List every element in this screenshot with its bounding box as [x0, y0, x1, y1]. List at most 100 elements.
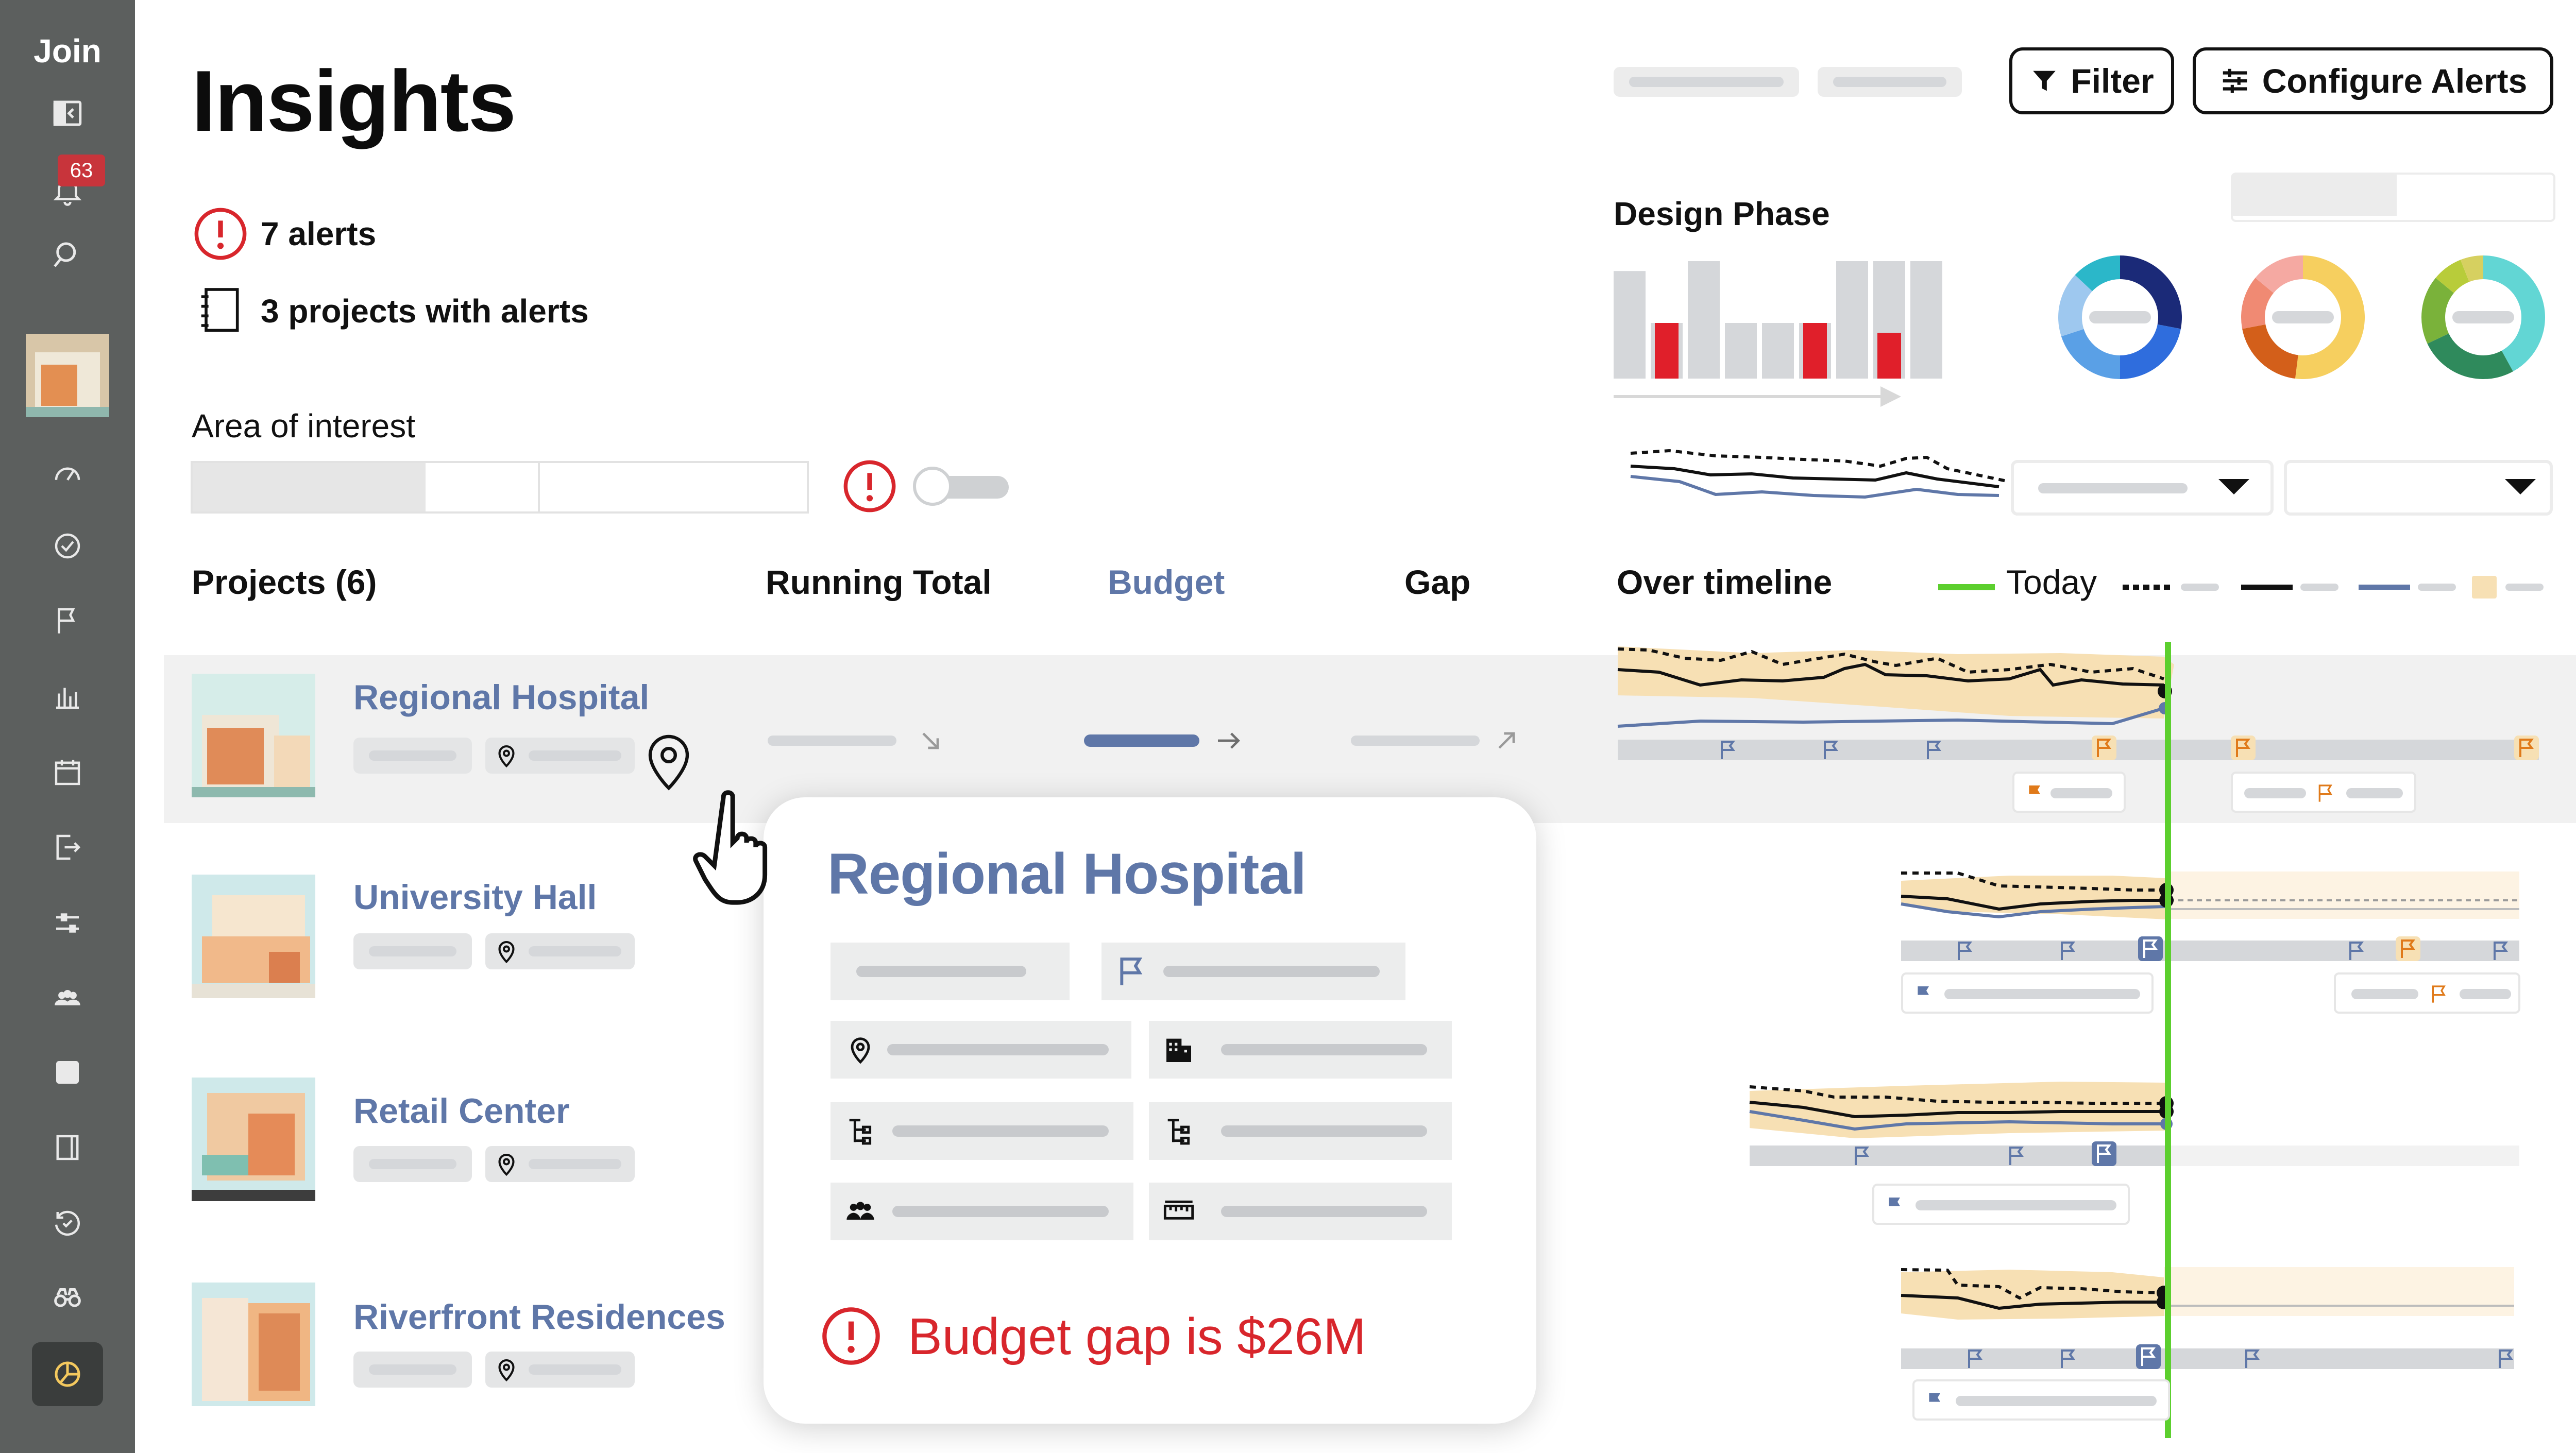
design-phase-bar: [1836, 261, 1868, 379]
milestone-chip[interactable]: [1872, 1184, 2130, 1225]
running-total-column-header[interactable]: Running Total: [766, 563, 992, 601]
project-name-link[interactable]: Regional Hospital: [353, 678, 650, 717]
notification-badge: 63: [58, 155, 105, 186]
alert-toggle[interactable]: [913, 467, 1009, 506]
project-name-link[interactable]: Riverfront Residences: [353, 1297, 725, 1337]
insights-pie-icon: [42, 1348, 93, 1400]
milestone-flag-icon[interactable]: [1963, 1346, 1988, 1371]
popup-field: [1149, 1102, 1452, 1160]
popup-field: [1149, 1183, 1452, 1240]
design-phase-bar-highlight: [1803, 323, 1827, 379]
popup-title: Regional Hospital: [827, 842, 1307, 906]
trend-up-icon: [1498, 732, 1515, 749]
milestone-flag-icon[interactable]: [1922, 738, 1946, 762]
milestone-chip[interactable]: [1912, 1379, 2170, 1421]
milestone-flag-icon[interactable]: [2056, 938, 2080, 963]
popup-field: [831, 1021, 1131, 1079]
project-meta-chip: [353, 933, 472, 969]
gauge-icon[interactable]: [42, 447, 93, 499]
milestone-flag-icon[interactable]: [2494, 1346, 2518, 1371]
summary-trend-dashed: [1630, 449, 2010, 483]
bar-chart-axis-arrow: [1880, 386, 1901, 407]
milestone-chip[interactable]: [2231, 772, 2416, 813]
filter-button[interactable]: Filter: [2009, 47, 2174, 114]
project-meta-chip: [353, 738, 472, 774]
calendar-icon[interactable]: [42, 747, 93, 798]
square-icon[interactable]: [42, 1047, 93, 1098]
running-total-value: [768, 736, 896, 746]
area-segment-selected[interactable]: [193, 463, 426, 511]
gap-column-header[interactable]: Gap: [1404, 563, 1471, 601]
donut-chart-orange-slice: [2295, 255, 2365, 380]
milestone-chip[interactable]: [2334, 972, 2520, 1014]
search-icon[interactable]: [42, 229, 93, 281]
milestone-flag-icon[interactable]: [1716, 738, 1740, 762]
flag-icon: [1918, 986, 1929, 1003]
area-of-interest-segments[interactable]: [191, 461, 809, 514]
sliders-icon[interactable]: [42, 897, 93, 949]
milestone-flag-icon[interactable]: [2136, 1344, 2161, 1369]
milestone-flag-icon[interactable]: [1953, 938, 1977, 963]
insights-nav-item[interactable]: [32, 1342, 103, 1406]
project-thumbnail: [192, 1078, 315, 1201]
milestone-flag-icon[interactable]: [2488, 938, 2513, 963]
budget-column-header[interactable]: Budget: [1108, 563, 1225, 601]
project-meta-chip: [353, 1146, 472, 1182]
timeline-university-hall: [1901, 871, 2519, 961]
projects-column-header[interactable]: Projects (6): [192, 563, 377, 601]
notebook-icon: [201, 288, 239, 332]
location-pin-icon[interactable]: [644, 732, 693, 792]
milestone-flag-icon[interactable]: [2092, 736, 2116, 760]
sliders-icon: [2223, 69, 2247, 93]
export-icon[interactable]: [42, 822, 93, 873]
popup-field: [831, 1183, 1133, 1240]
configure-alerts-button[interactable]: Configure Alerts: [2193, 47, 2553, 114]
design-phase-bar-highlight: [1877, 333, 1901, 379]
milestone-flag-icon[interactable]: [2240, 1346, 2265, 1371]
design-phase-title: Design Phase: [1614, 195, 1830, 232]
milestone-flag-icon[interactable]: [1850, 1143, 1874, 1168]
milestone-flag-icon[interactable]: [2514, 736, 2539, 760]
flag-icon[interactable]: [42, 595, 93, 646]
history-check-icon[interactable]: [42, 1198, 93, 1249]
project-location-chip: [485, 933, 635, 969]
donut-chart-green-slice: [2421, 278, 2454, 344]
milestone-flag-icon[interactable]: [2396, 936, 2420, 961]
donut-label-placeholder: [2452, 311, 2514, 323]
project-location-chip: [485, 738, 635, 774]
legend-band-swatch: [2472, 576, 2497, 599]
project-thumbnail[interactable]: [26, 334, 109, 417]
milestone-flag-icon[interactable]: [2004, 1143, 2029, 1168]
milestone-flag-icon[interactable]: [2138, 936, 2163, 961]
popup-field: [1149, 1021, 1452, 1079]
donut-chart-green-slice: [2435, 260, 2469, 293]
milestone-flag-icon[interactable]: [2092, 1141, 2116, 1166]
milestone-flag-icon[interactable]: [1819, 738, 1843, 762]
flag-icon: [1889, 1198, 1900, 1214]
milestone-flag-icon[interactable]: [2231, 736, 2256, 760]
design-phase-selector[interactable]: [2231, 173, 2555, 222]
donut-charts: [2058, 255, 2546, 380]
milestone-flag-icon[interactable]: [2344, 938, 2369, 963]
ruler-icon: [1163, 1200, 1194, 1220]
notebook-icon[interactable]: [42, 1122, 93, 1173]
check-circle-icon[interactable]: [42, 520, 93, 572]
project-detail-popup: Regional Hospital Budget gap is $26M: [764, 797, 1536, 1424]
bar-chart-icon[interactable]: [42, 671, 93, 722]
binoculars-icon[interactable]: [42, 1272, 93, 1324]
project-name-link[interactable]: Retail Center: [353, 1091, 570, 1131]
popup-field: [831, 943, 1070, 1000]
milestone-chip[interactable]: [1901, 972, 2154, 1014]
milestone-flag-icon[interactable]: [2056, 1346, 2080, 1371]
team-icon[interactable]: [42, 972, 93, 1024]
donut-chart-blue-slice: [2120, 255, 2182, 329]
project-name-link[interactable]: University Hall: [353, 878, 597, 917]
filter-icon: [2033, 71, 2056, 91]
design-phase-bar: [1762, 323, 1794, 379]
location-pin-icon: [851, 1037, 870, 1064]
donut-chart-green-slice: [2427, 333, 2513, 379]
milestone-chip[interactable]: [2012, 772, 2126, 813]
panel-collapse-icon[interactable]: [42, 88, 93, 139]
donut-chart-blue-slice: [2061, 329, 2120, 379]
over-timeline-column-header[interactable]: Over timeline: [1617, 563, 1833, 601]
